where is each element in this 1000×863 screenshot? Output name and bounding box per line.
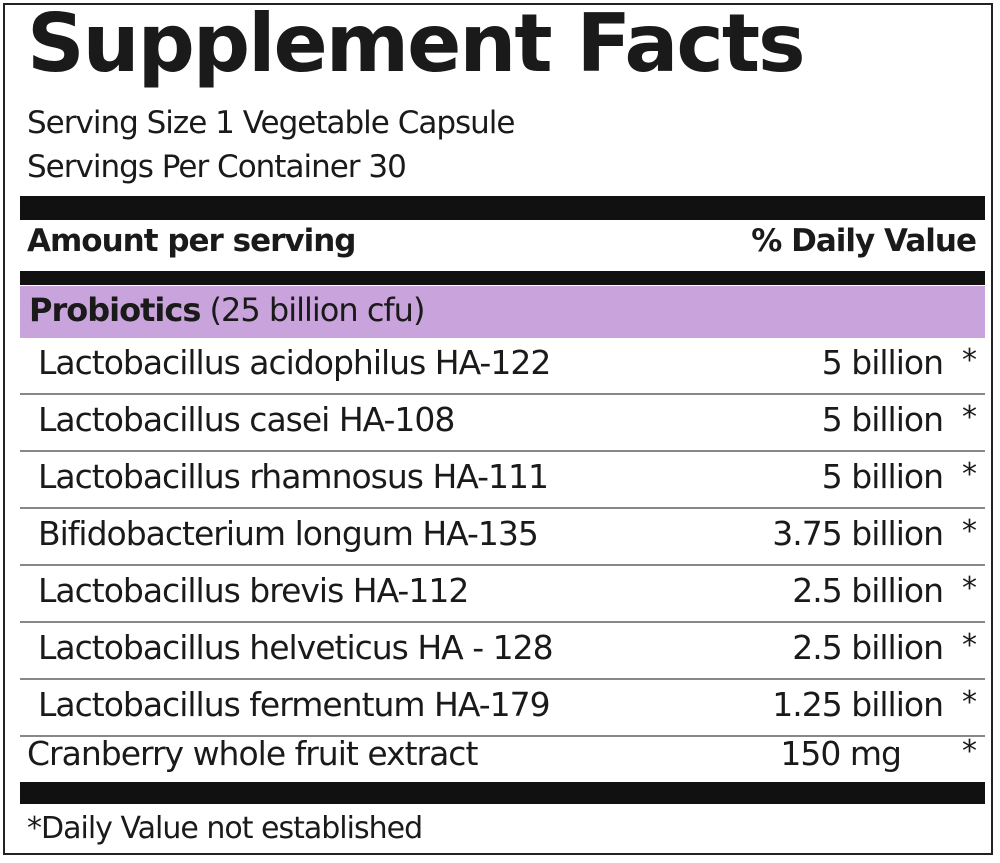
other-ingredient-amount: 150 mg — [780, 734, 902, 773]
daily-value-marker: * — [962, 571, 977, 606]
category-detail: (25 billion cfu) — [209, 291, 426, 329]
amount-per-serving-header: Amount per serving — [27, 223, 356, 259]
category-band-probiotics: Probiotics (25 billion cfu) — [20, 286, 985, 338]
daily-value-marker: * — [962, 734, 977, 769]
thick-divider-bottom — [20, 782, 985, 804]
ingredient-row: Bifidobacterium longum HA-135 3.75 billi… — [20, 509, 985, 566]
daily-value-marker: * — [962, 628, 977, 663]
ingredient-row: Lactobacillus brevis HA-112 2.5 billion … — [20, 566, 985, 623]
servings-per-container: Servings Per Container 30 — [27, 149, 407, 185]
ingredient-name: Bifidobacterium longum HA-135 — [38, 514, 539, 553]
thick-divider-top — [20, 196, 985, 220]
daily-value-marker: * — [962, 457, 977, 492]
ingredient-name: Lactobacillus brevis HA-112 — [38, 571, 469, 610]
category-label: Probiotics (25 billion cfu) — [29, 291, 426, 329]
other-ingredient-name: Cranberry whole fruit extract — [27, 734, 478, 773]
daily-value-marker: * — [962, 685, 977, 720]
daily-value-footnote: *Daily Value not established — [27, 811, 423, 846]
thick-divider-middle — [20, 271, 985, 285]
ingredient-name: Lactobacillus rhamnosus HA-111 — [38, 457, 549, 496]
row-divider — [20, 621, 985, 623]
daily-value-marker: * — [962, 514, 977, 549]
daily-value-marker: * — [962, 400, 977, 435]
supplement-facts-panel — [3, 3, 993, 855]
ingredient-amount: 3.75 billion — [772, 514, 944, 553]
ingredient-row: Lactobacillus rhamnosus HA-111 5 billion… — [20, 452, 985, 509]
row-divider — [20, 507, 985, 509]
ingredient-name: Lactobacillus helveticus HA - 128 — [38, 628, 554, 667]
row-divider — [20, 450, 985, 452]
ingredient-amount: 5 billion — [821, 400, 944, 439]
other-ingredient-row: Cranberry whole fruit extract 150 mg * — [20, 729, 985, 786]
ingredient-amount: 1.25 billion — [772, 685, 944, 724]
ingredient-row: Lactobacillus casei HA-108 5 billion * — [20, 395, 985, 452]
ingredient-amount: 5 billion — [821, 457, 944, 496]
row-divider — [20, 678, 985, 680]
daily-value-header: % Daily Value — [751, 223, 977, 259]
category-name: Probiotics — [29, 291, 201, 329]
ingredient-row: Lactobacillus fermentum HA-179 1.25 bill… — [20, 680, 985, 737]
ingredient-name: Lactobacillus fermentum HA-179 — [38, 685, 551, 724]
ingredient-row: Lactobacillus helveticus HA - 128 2.5 bi… — [20, 623, 985, 680]
panel-title: Supplement Facts — [27, 0, 806, 90]
row-divider — [20, 393, 985, 395]
ingredient-amount: 2.5 billion — [792, 628, 944, 667]
ingredient-name: Lactobacillus casei HA-108 — [38, 400, 455, 439]
ingredient-amount: 2.5 billion — [792, 571, 944, 610]
ingredient-amount: 5 billion — [821, 343, 944, 382]
row-divider — [20, 564, 985, 566]
ingredient-name: Lactobacillus acidophilus HA-122 — [38, 343, 551, 382]
daily-value-marker: * — [962, 343, 977, 378]
serving-size: Serving Size 1 Vegetable Capsule — [27, 105, 515, 141]
row-divider — [20, 735, 985, 737]
ingredient-row: Lactobacillus acidophilus HA-122 5 billi… — [20, 338, 985, 395]
